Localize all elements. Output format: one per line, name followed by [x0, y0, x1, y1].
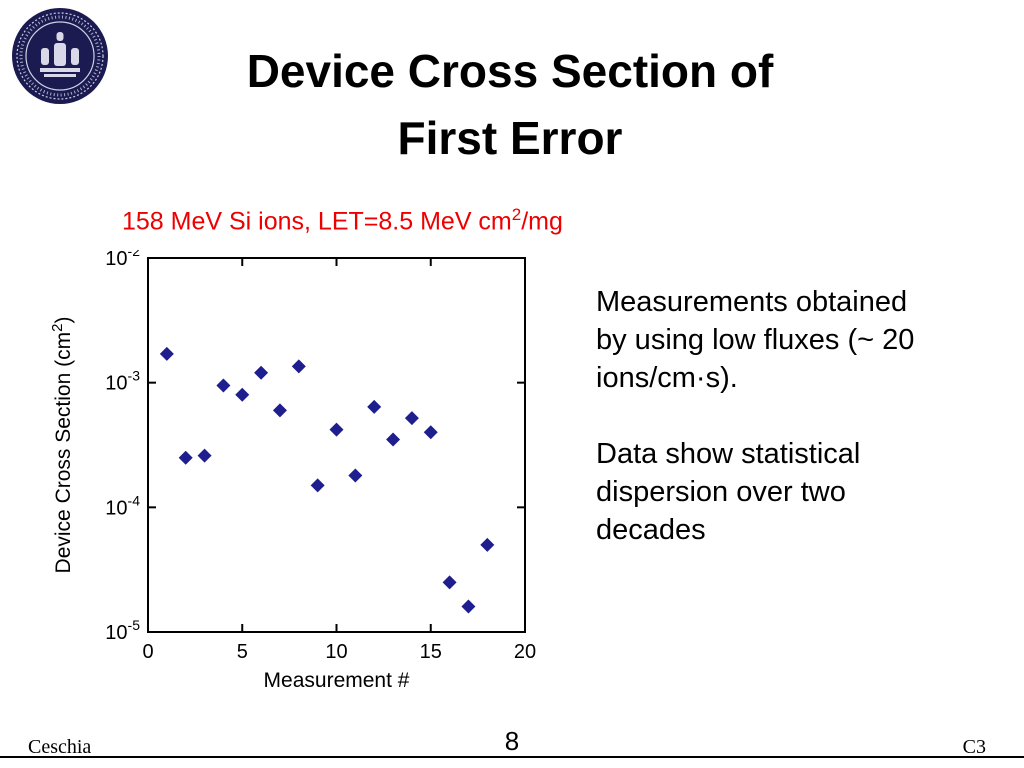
x-tick-label: 10	[325, 641, 347, 663]
data-point	[310, 478, 325, 493]
annotation-para1-line3: ions/cm·s).	[596, 362, 738, 394]
bottom-divider-line	[0, 756, 1024, 758]
x-tick-label: 0	[142, 641, 153, 663]
seal-text-ring	[19, 15, 101, 97]
data-point	[216, 378, 231, 393]
y-tick-label: 10-5	[105, 617, 140, 644]
data-point	[272, 403, 287, 418]
slide-title: Device Cross Section of First Error	[110, 38, 910, 172]
annotation-para2-line1: Data show statistical	[596, 438, 861, 470]
annotation-para2-line2: dispersion over two	[596, 476, 846, 508]
chart-caption-suffix: /mg	[521, 207, 563, 236]
data-point	[178, 450, 193, 465]
y-tick-label: 10-4	[105, 492, 140, 519]
data-point	[159, 346, 174, 361]
data-point	[291, 359, 306, 374]
annotation-para1: Measurements obtained by using low fluxe…	[596, 283, 996, 397]
annotation-para2: Data show statistical dispersion over tw…	[596, 435, 996, 549]
data-point	[235, 387, 250, 402]
slide-title-line2: First Error	[397, 112, 623, 164]
data-point	[423, 425, 438, 440]
page-number: 8	[504, 726, 520, 756]
x-axis-title: Measurement #	[264, 669, 410, 692]
y-tick-label: 10-3	[105, 368, 140, 395]
y-axis-title: Device Cross Section (cm2)	[50, 317, 75, 574]
university-seal-logo	[12, 8, 108, 104]
seal-outer-ring	[16, 12, 104, 100]
annotation-text: Measurements obtained by using low fluxe…	[596, 283, 996, 587]
data-point	[404, 411, 419, 426]
annotation-para2-line3: decades	[596, 514, 706, 546]
data-point	[367, 399, 382, 414]
seal-inner-ring	[25, 21, 95, 91]
chart-caption-superscript: 2	[511, 205, 522, 224]
x-tick-label: 20	[514, 641, 536, 663]
data-point	[386, 432, 401, 447]
annotation-para1-line1: Measurements obtained	[596, 286, 908, 318]
data-point	[348, 468, 363, 483]
footer-author: Ceschia	[28, 736, 92, 758]
data-point	[197, 448, 212, 463]
annotation-para1-line2: by using low fluxes (~ 20	[596, 324, 915, 356]
data-point	[442, 575, 457, 590]
footer-code: C3	[962, 736, 986, 758]
data-point	[461, 599, 476, 614]
x-tick-label: 15	[420, 641, 442, 663]
slide-title-line1: Device Cross Section of	[246, 45, 774, 97]
scatter-chart: 0 5 10 15 20 10-2 10-3 10-4 10-5 Measurement # Dev…	[50, 250, 536, 692]
x-tick-label: 5	[237, 641, 248, 663]
seal-figures	[40, 32, 80, 77]
data-point	[329, 422, 344, 437]
chart-caption: 158 MeV Si ions, LET=8.5 MeV cm2/mg	[122, 205, 563, 236]
data-point	[254, 365, 269, 380]
chart-caption-prefix: 158 MeV Si ions, LET=8.5 MeV cm	[122, 207, 512, 236]
y-tick-label: 10-2	[105, 250, 140, 270]
data-point	[480, 537, 495, 552]
plot-frame	[147, 257, 526, 633]
